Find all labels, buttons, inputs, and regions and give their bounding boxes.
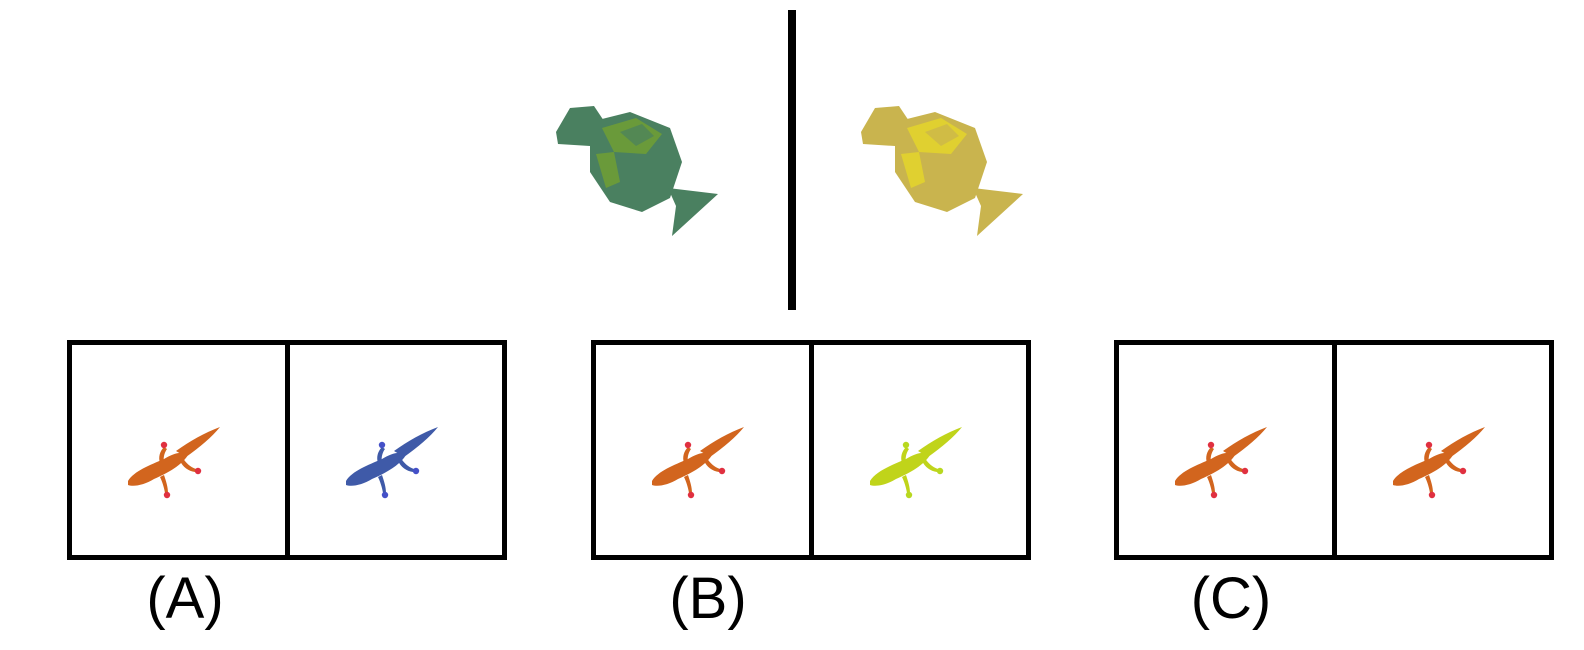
center-divider: [788, 10, 796, 310]
option-panel-left: [1119, 345, 1332, 555]
candy-icon: [556, 106, 718, 236]
option-panel-left: [72, 345, 285, 555]
gecko-icon: [652, 427, 744, 499]
option-panel-right: [1331, 345, 1550, 555]
option-panel-right: [284, 345, 503, 555]
gecko-icon: [1392, 427, 1485, 499]
option-panel-right: [808, 345, 1027, 555]
candy-icon: [861, 106, 1023, 236]
gecko-icon: [869, 427, 962, 499]
option-label: (B): [669, 566, 747, 631]
gecko-icon: [128, 427, 220, 499]
option-label: (A): [146, 566, 224, 631]
gecko-icon: [345, 427, 438, 499]
option-box-b[interactable]: [591, 340, 1031, 560]
option-panel-left: [596, 345, 809, 555]
option-box-c[interactable]: [1114, 340, 1554, 560]
option-label: (C): [1190, 566, 1272, 631]
gecko-icon: [1175, 427, 1267, 499]
option-box-a[interactable]: [67, 340, 507, 560]
